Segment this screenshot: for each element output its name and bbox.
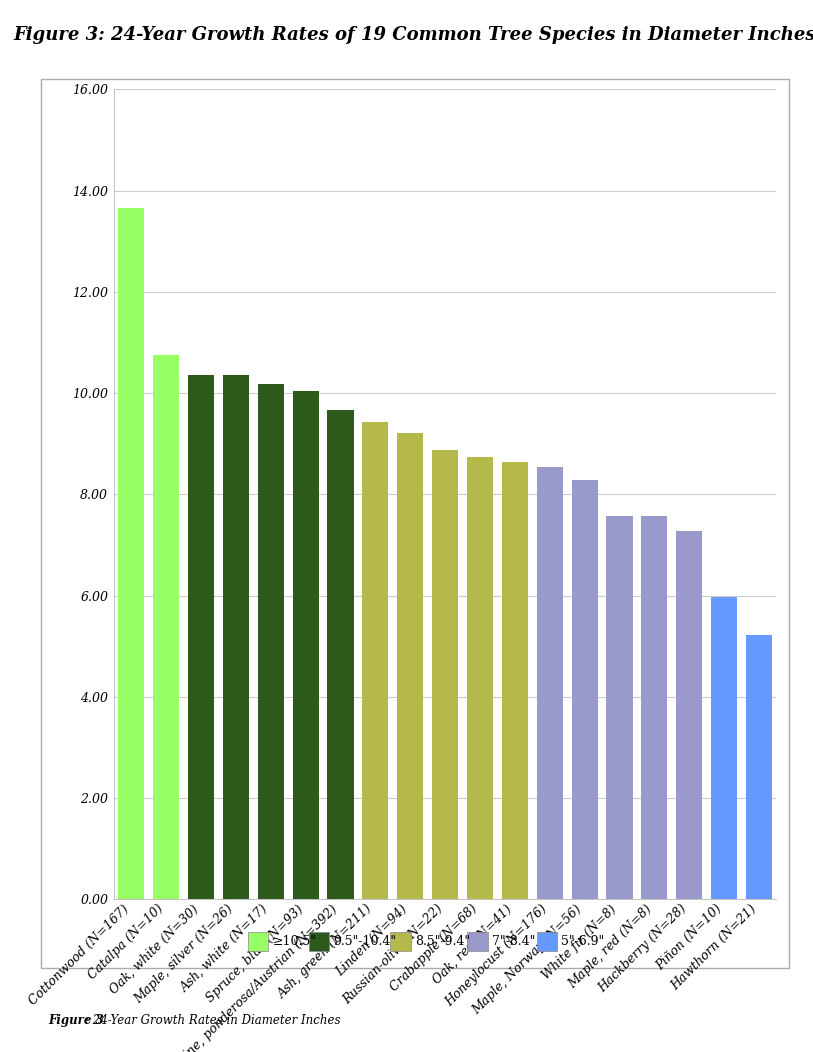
- Text: : 24-Year Growth Rates in Diameter Inches: : 24-Year Growth Rates in Diameter Inche…: [85, 1014, 341, 1027]
- Text: 5"-6.9": 5"-6.9": [561, 935, 604, 948]
- Bar: [676, 531, 702, 899]
- Bar: [223, 376, 249, 899]
- Bar: [537, 467, 563, 899]
- Bar: [328, 410, 354, 899]
- Bar: [432, 450, 459, 899]
- Bar: [502, 462, 528, 899]
- Bar: [293, 390, 319, 899]
- Bar: [398, 433, 424, 899]
- Bar: [572, 480, 598, 899]
- Bar: [188, 376, 214, 899]
- Bar: [363, 422, 389, 899]
- Bar: [118, 208, 145, 899]
- Bar: [606, 517, 633, 899]
- Text: Figure 3: Figure 3: [49, 1014, 104, 1027]
- Bar: [711, 598, 737, 899]
- Bar: [641, 517, 667, 899]
- Bar: [746, 635, 772, 899]
- Bar: [153, 356, 179, 899]
- Bar: [467, 457, 493, 899]
- Text: ≥10.5": ≥10.5": [272, 935, 316, 948]
- Text: 7"-8.4": 7"-8.4": [492, 935, 535, 948]
- Text: 9.5"-10.4": 9.5"-10.4": [333, 935, 397, 948]
- Text: Figure 3: 24-Year Growth Rates of 19 Common Tree Species in Diameter Inches: Figure 3: 24-Year Growth Rates of 19 Com…: [13, 26, 813, 44]
- Bar: [258, 384, 284, 899]
- Text: 8.5"-9.4": 8.5"-9.4": [415, 935, 470, 948]
